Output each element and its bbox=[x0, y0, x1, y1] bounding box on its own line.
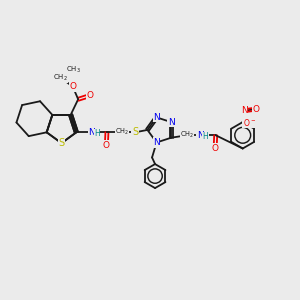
Text: $\mathregular{CH_2}$: $\mathregular{CH_2}$ bbox=[53, 73, 68, 83]
Text: N: N bbox=[88, 128, 95, 137]
Text: N: N bbox=[197, 131, 203, 140]
Text: N: N bbox=[153, 138, 160, 147]
Text: H: H bbox=[94, 129, 100, 138]
Text: N: N bbox=[153, 113, 160, 122]
Text: O: O bbox=[212, 144, 219, 153]
Text: O$^-$: O$^-$ bbox=[243, 117, 256, 128]
Text: $\mathregular{CH_3}$: $\mathregular{CH_3}$ bbox=[66, 65, 81, 75]
Text: S: S bbox=[132, 127, 138, 137]
Text: $\mathregular{CH_2}$: $\mathregular{CH_2}$ bbox=[115, 127, 129, 137]
Text: N: N bbox=[168, 118, 175, 127]
Text: $\mathregular{CH_2}$: $\mathregular{CH_2}$ bbox=[180, 130, 194, 140]
Text: O: O bbox=[252, 105, 259, 114]
Text: S: S bbox=[58, 138, 64, 148]
Text: O: O bbox=[69, 82, 76, 91]
Text: S: S bbox=[58, 138, 64, 148]
Text: H: H bbox=[202, 132, 208, 141]
Text: N: N bbox=[241, 106, 247, 115]
Text: O: O bbox=[86, 91, 93, 100]
Text: O: O bbox=[103, 141, 110, 150]
